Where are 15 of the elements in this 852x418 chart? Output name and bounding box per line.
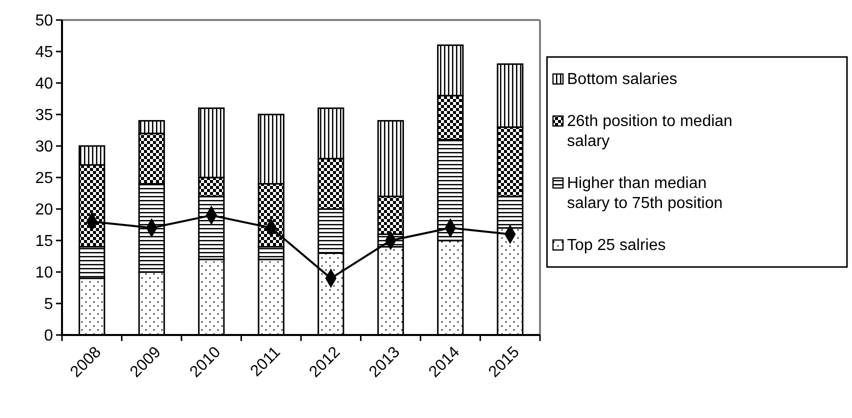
y-tick-label: 35	[35, 107, 54, 124]
y-tick-label: 25	[35, 170, 54, 188]
legend-label: 26th position to median salary	[567, 113, 732, 150]
y-tick-label: 45	[35, 44, 54, 62]
y-tick-label: 5	[44, 296, 54, 314]
y-tick-label: 50	[35, 12, 54, 30]
legend-label: Bottom salaries	[567, 71, 678, 88]
legend-label: Higher than median salary to 75th position	[567, 175, 723, 212]
y-tick-label: 15	[35, 233, 54, 250]
y-tick-label: 20	[35, 202, 54, 219]
legend-label: Top 25 salries	[567, 237, 666, 254]
y-tick-label: 0	[44, 328, 54, 345]
y-tick-label: 30	[35, 138, 54, 156]
y-tick-label: 10	[35, 264, 54, 282]
y-tick-label: 40	[35, 76, 54, 93]
